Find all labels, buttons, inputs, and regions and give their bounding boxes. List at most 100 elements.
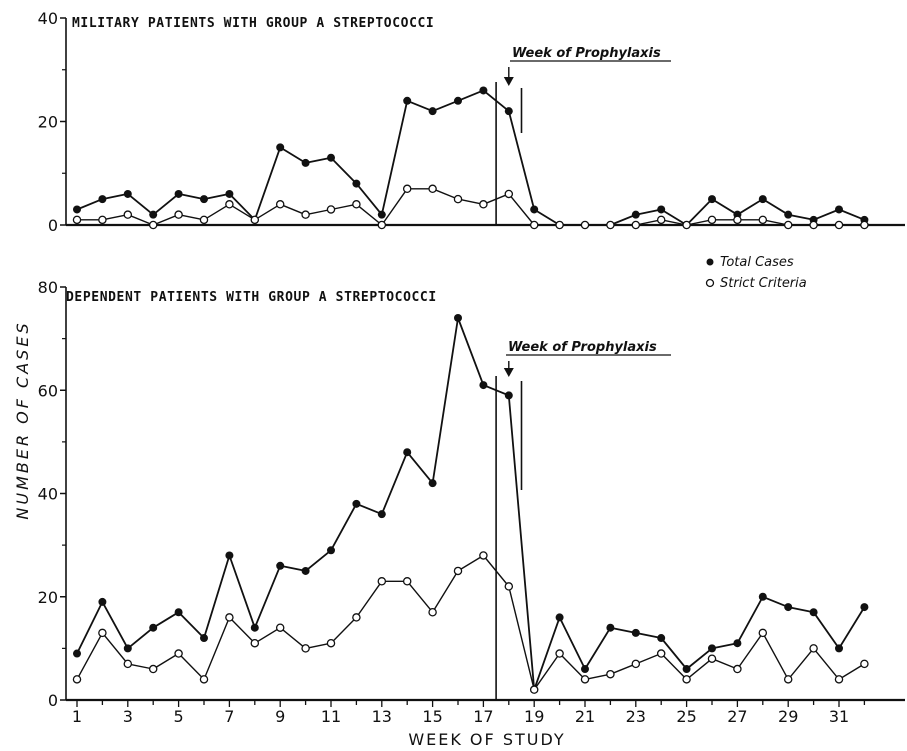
bottom-y-tick-label: 80 [38, 278, 58, 297]
top-strict-point [606, 220, 615, 230]
x-tick-label: 7 [224, 707, 234, 726]
bottom-total-point [631, 628, 640, 637]
top-strict-point [301, 210, 310, 219]
bottom-strict-point [606, 669, 615, 679]
bottom-strict-point [250, 638, 260, 648]
bottom-strict-point [707, 654, 717, 663]
bottom-prophylaxis-arrowhead [503, 368, 514, 377]
bottom-strict-point [656, 649, 666, 658]
bottom-total-point [403, 448, 412, 457]
top-total-point [327, 153, 335, 162]
bottom-strict-point [72, 675, 82, 684]
bottom-total-point [860, 603, 869, 612]
top-total-point [504, 107, 513, 116]
legend-total-label: Total Cases [720, 255, 794, 270]
bottom-total-point [98, 597, 107, 606]
top-strict-point [656, 215, 666, 225]
y-axis-label: NUMBER OF CASES [13, 320, 32, 519]
top-total-point [149, 210, 158, 219]
x-tick-label: 27 [727, 707, 747, 726]
bottom-strict-point [301, 644, 310, 653]
bottom-total-point [733, 639, 742, 648]
top-strict-point [225, 200, 234, 209]
bottom-strict-point [580, 675, 590, 684]
top-panel-title: MILITARY PATIENTS WITH GROUP A STREPTOCO… [72, 16, 434, 31]
top-total-point [454, 96, 462, 105]
bottom-strict-point [123, 659, 133, 669]
top-strict-point [529, 220, 539, 230]
x-tick-label: 11 [321, 707, 341, 726]
top-strict-point [250, 215, 260, 225]
legend-strict-marker [705, 278, 715, 288]
top-total-point [758, 195, 767, 204]
top-total-point [631, 210, 640, 219]
bottom-total-point [276, 561, 285, 570]
bottom-total-point [809, 608, 818, 617]
bottom-strict-point [199, 675, 209, 684]
bottom-strict-point [733, 664, 742, 674]
bottom-strict-point [148, 664, 158, 674]
bottom-total-point [708, 644, 716, 653]
top-strict-point [555, 220, 564, 230]
x-tick-label: 3 [123, 707, 133, 726]
bottom-total-point [657, 634, 666, 643]
bottom-strict-point [631, 659, 641, 669]
bottom-strict-point [428, 607, 437, 617]
bottom-total-point [174, 608, 183, 617]
top-strict-point [377, 220, 387, 230]
bottom-strict-point [809, 644, 818, 653]
x-tick-label: 13 [372, 707, 392, 726]
top-total-point [428, 107, 437, 116]
bottom-series-total-line [76, 317, 866, 691]
bottom-total-point [504, 391, 513, 400]
top-total-point [276, 143, 285, 152]
top-strict-point [504, 189, 514, 199]
bottom-strict-point [860, 659, 869, 669]
bottom-y-tick-label: 20 [38, 588, 58, 607]
bottom-strict-point [555, 649, 564, 658]
top-strict-point [758, 215, 768, 225]
top-strict-point [199, 215, 209, 225]
top-strict-point [783, 220, 793, 230]
legend-total-marker [706, 258, 714, 266]
top-prophylaxis-arrowhead [503, 77, 514, 86]
bottom-total-point [758, 592, 767, 601]
top-strict-point [174, 210, 183, 219]
x-tick-label: 1 [72, 707, 82, 726]
bottom-total-point [200, 634, 208, 643]
x-tick-label: 15 [422, 707, 442, 726]
bottom-total-point [250, 623, 259, 632]
top-strict-point [860, 220, 869, 230]
x-tick-label: 5 [174, 707, 184, 726]
bottom-total-point [479, 381, 488, 390]
top-total-point [657, 205, 666, 214]
top-total-point [403, 96, 412, 105]
bottom-total-point [835, 644, 843, 653]
bottom-strict-point [682, 675, 691, 684]
top-prophylaxis-label: Week of Prophylaxis [512, 46, 661, 61]
bottom-strict-point [504, 582, 514, 591]
top-series-total-line [76, 89, 865, 226]
bottom-prophylaxis-label: Week of Prophylaxis [508, 340, 657, 355]
bottom-strict-point [225, 613, 234, 622]
x-tick-label: 25 [676, 707, 696, 726]
bottom-strict-point [758, 628, 768, 638]
x-tick-label: 19 [524, 707, 544, 726]
bottom-y-tick-label: 60 [38, 381, 58, 400]
top-strict-point [72, 215, 82, 225]
top-y-tick-label: 40 [38, 9, 58, 28]
bottom-total-point [73, 649, 81, 658]
bottom-total-point [581, 665, 589, 674]
top-strict-point [682, 220, 691, 230]
bottom-total-point [555, 613, 564, 622]
top-total-point [73, 205, 81, 214]
top-strict-point [707, 215, 717, 225]
top-total-point [479, 86, 488, 95]
bottom-total-point [352, 499, 361, 508]
top-y-tick-label: 0 [48, 216, 58, 235]
bottom-total-point [149, 623, 158, 632]
top-strict-point [352, 200, 361, 209]
top-strict-point [733, 215, 742, 225]
top-strict-point [631, 220, 641, 230]
x-tick-label: 31 [829, 707, 849, 726]
